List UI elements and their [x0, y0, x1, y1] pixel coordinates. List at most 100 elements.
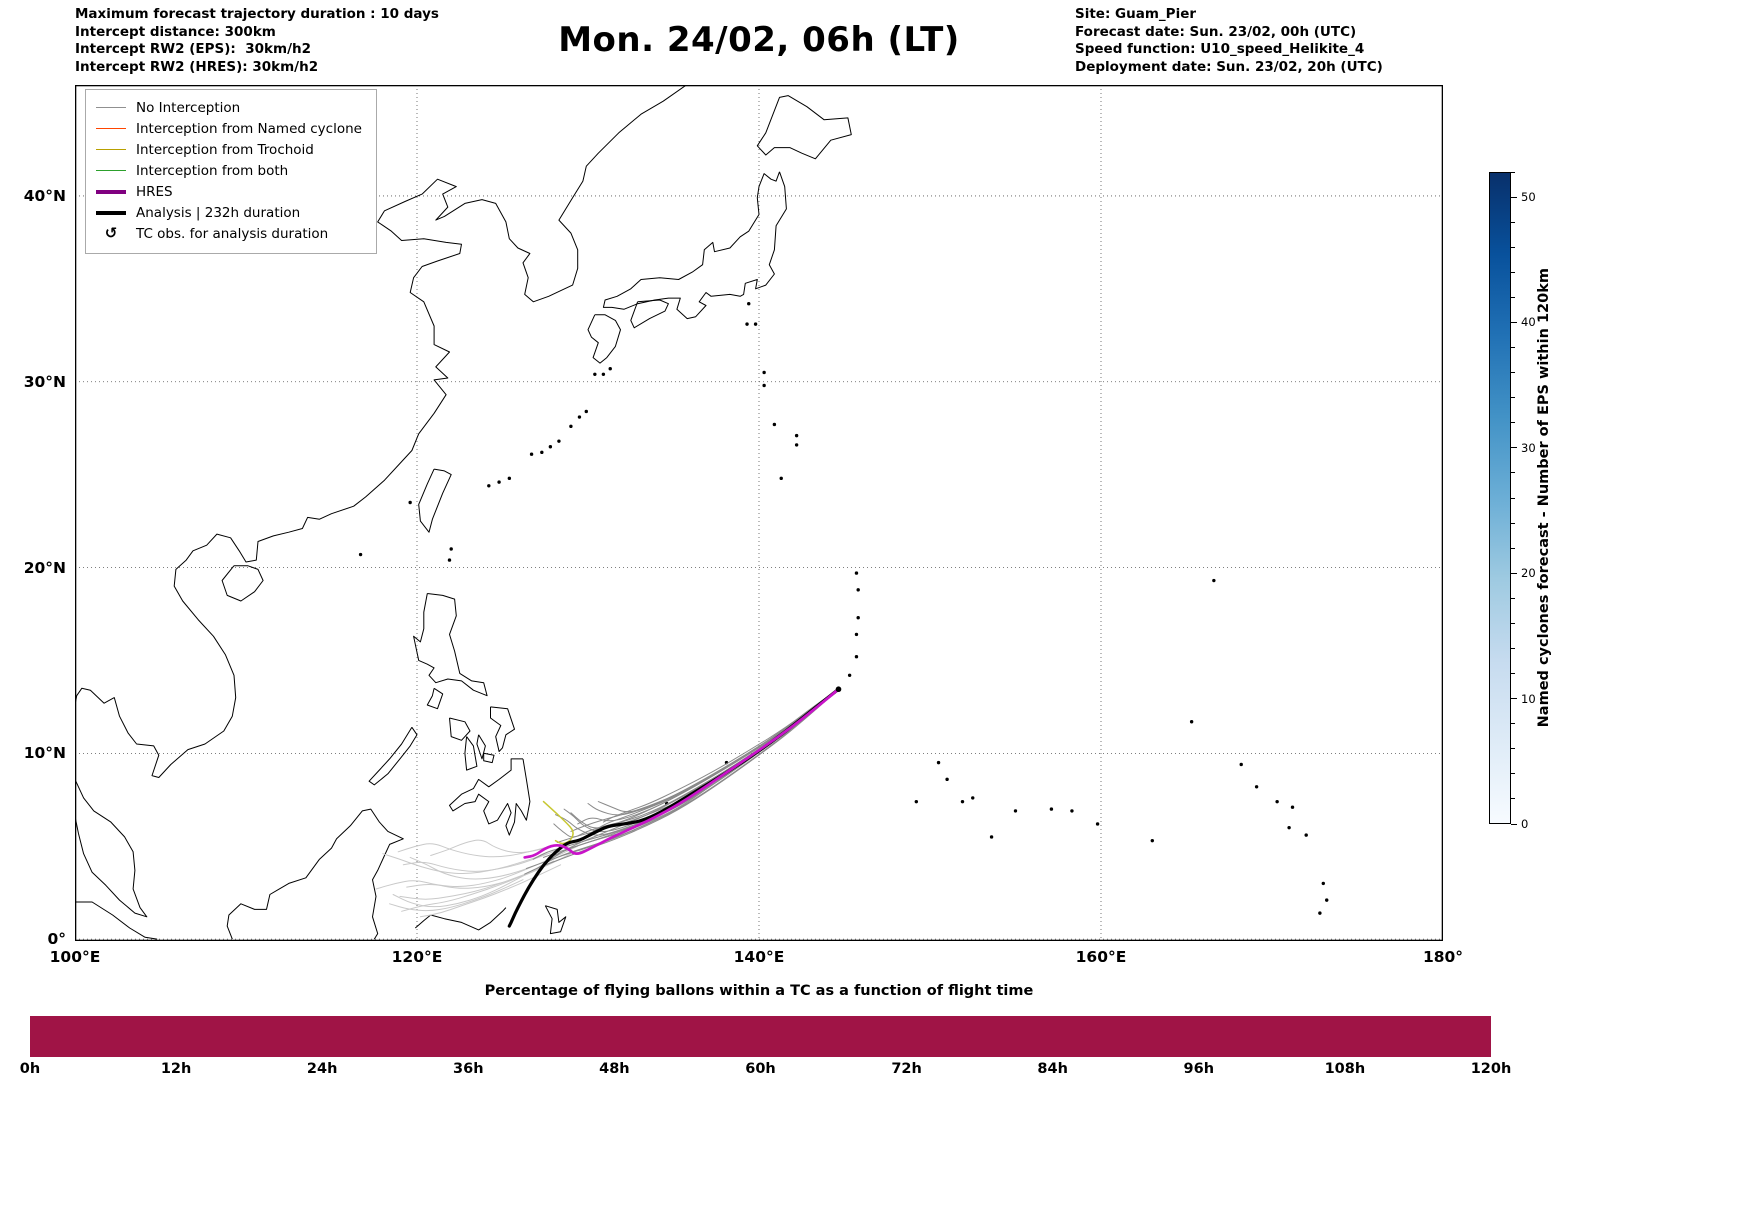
y-tick-label: 30°N [23, 372, 66, 391]
island-dot [762, 383, 766, 388]
island-dot [847, 673, 852, 677]
legend-line-swatch [96, 189, 126, 194]
island-dot [584, 409, 588, 414]
flight-time-bar [30, 1016, 1491, 1057]
colorbar-tick [1511, 723, 1515, 725]
island-dot [569, 424, 573, 429]
legend-line-swatch [96, 127, 126, 130]
bottom-chart-title: Percentage of flying ballons within a TC… [484, 983, 1034, 999]
colorbar [1489, 172, 1511, 824]
hres-trajectory [523, 687, 840, 859]
island-dot [960, 799, 965, 804]
flight-time-tick-label: 120h [1470, 1061, 1512, 1077]
island-dot [794, 433, 799, 438]
legend-line [96, 210, 126, 215]
coastline [449, 758, 531, 836]
coastline [490, 706, 515, 752]
island-dot [358, 552, 363, 557]
trochoid-trajectory [542, 800, 574, 845]
coastline [544, 905, 567, 935]
tc-obs-icon: ↺ [96, 226, 126, 241]
trajectory-map [75, 85, 1443, 941]
colorbar-tick-label: 50 [1521, 190, 1536, 205]
island-dot [1189, 720, 1194, 724]
legend-item: HRES [96, 181, 362, 202]
colorbar-tick [1511, 271, 1515, 273]
colorbar-tick [1511, 246, 1515, 248]
flight-time-bar-track [30, 1016, 1491, 1057]
colorbar-label: Named cyclones forecast - Number of EPS … [1536, 268, 1552, 728]
island-dot [577, 415, 582, 419]
flight-time-tick-label: 0h [19, 1061, 41, 1077]
colorbar-label-wrap: Named cyclones forecast - Number of EPS … [1536, 172, 1552, 824]
island-dot [1239, 762, 1243, 767]
colorbar-tick [1511, 522, 1515, 524]
legend-label: Interception from Trochoid [136, 141, 314, 158]
x-tick-label: 180° [1422, 948, 1464, 966]
eps-trajectory [555, 688, 839, 836]
island-dot [601, 372, 606, 376]
legend-label: Interception from both [136, 162, 289, 179]
figure-title: Mon. 24/02, 06h (LT) [558, 20, 960, 60]
colorbar-tick [1511, 397, 1515, 399]
colorbar-tick [1511, 296, 1515, 298]
island-dot [497, 480, 501, 484]
eps-trajectory [563, 688, 839, 833]
colorbar-tick [1511, 422, 1515, 424]
flight-time-tick-label: 84h [1037, 1061, 1068, 1077]
eps-trajectory-faded [402, 849, 558, 872]
island-dot [540, 450, 544, 455]
map-border [75, 85, 1443, 941]
coastline [476, 734, 486, 760]
coastline [756, 95, 852, 160]
colorbar-tick [1511, 597, 1515, 599]
island-dot [747, 301, 751, 306]
coastline [587, 314, 621, 364]
legend-line [96, 127, 126, 130]
coastline [464, 736, 478, 771]
island-dot [753, 322, 758, 326]
flight-time-tick-label: 96h [1183, 1061, 1215, 1077]
legend-line-swatch [96, 148, 126, 151]
flight-time-tick-label: 72h [891, 1061, 922, 1077]
island-dot [1254, 785, 1259, 789]
flight-time-tick-label: 24h [306, 1061, 338, 1077]
coastline [226, 808, 404, 940]
colorbar-tick [1511, 798, 1515, 800]
island-dot [1095, 822, 1100, 826]
colorbar-tick [1511, 698, 1517, 700]
colorbar-tick [1511, 647, 1515, 649]
colorbar-tick [1511, 196, 1517, 198]
coastline [75, 85, 688, 778]
x-tick-label: 160°E [1075, 948, 1127, 966]
eps-trajectory-faded [397, 843, 551, 858]
island-dot [989, 835, 994, 839]
eps-trajectory-faded [401, 860, 555, 912]
colorbar-tick [1511, 447, 1517, 449]
island-dot [487, 484, 491, 488]
flight-time-tick-label: 12h [160, 1061, 192, 1077]
colorbar-tick [1511, 673, 1515, 675]
legend-line-swatch [96, 169, 126, 172]
colorbar-tick-label: 40 [1521, 315, 1536, 330]
legend-item: Analysis | 232h duration [96, 202, 362, 223]
eps-trajectory [524, 688, 839, 875]
island-dot [945, 777, 949, 782]
eps-trajectory [532, 688, 839, 860]
eps-trajectory [584, 688, 839, 840]
map-canvas [75, 85, 1443, 941]
coastline [368, 727, 418, 786]
island-dot [856, 616, 860, 620]
legend-line [96, 148, 126, 151]
island-dot [529, 452, 534, 456]
island-dot [593, 372, 597, 376]
coastline [414, 907, 507, 931]
island-dot [1070, 809, 1074, 813]
coastline [413, 593, 488, 697]
y-tick-label: 10°N [23, 744, 66, 763]
flight-time-tick-label: 60h [745, 1061, 776, 1077]
coastline [483, 752, 495, 764]
island-dot [1212, 578, 1216, 583]
island-dot [854, 632, 859, 637]
